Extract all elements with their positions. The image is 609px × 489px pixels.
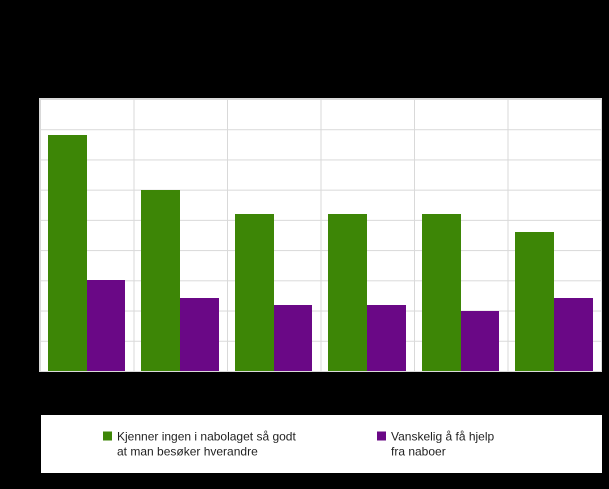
bar-series2-group5 (460, 310, 500, 371)
plot-area (40, 99, 601, 371)
bar-series1-group2 (141, 189, 181, 371)
bar-series2-group4 (367, 304, 406, 371)
legend-swatch-green-icon (103, 431, 112, 441)
legend-label-line: Kjenner ingen i nabolaget så godt (117, 429, 296, 444)
bar-series2-group1 (86, 280, 126, 371)
legend-swatch-purple-icon (377, 431, 386, 441)
bar-series1-group1 (47, 135, 87, 371)
bar-series2-group3 (273, 304, 313, 371)
legend-label-line: at man besøker hverandre (117, 444, 258, 458)
legend-label-green-series: Kjenner ingen i nabolaget så godt at man… (117, 430, 296, 459)
legend-label-line: fra naboer (391, 444, 446, 458)
bar-series2-group2 (180, 298, 219, 371)
legend-label-purple-series: Vanskelig å få hjelp fra naboer (391, 430, 494, 459)
bar-series1-group4 (328, 213, 368, 371)
bar-series1-group5 (421, 213, 461, 371)
legend-item-purple-series: Vanskelig å få hjelp fra naboer (377, 430, 494, 459)
chart-legend: Kjenner ingen i nabolaget så godt at man… (41, 415, 602, 473)
bar-series1-group6 (515, 231, 555, 371)
bar-series2-group6 (554, 298, 593, 371)
legend-item-green-series: Kjenner ingen i nabolaget så godt at man… (103, 430, 296, 459)
bar-series1-group3 (234, 213, 274, 371)
legend-label-line: Vanskelig å få hjelp (391, 429, 495, 444)
